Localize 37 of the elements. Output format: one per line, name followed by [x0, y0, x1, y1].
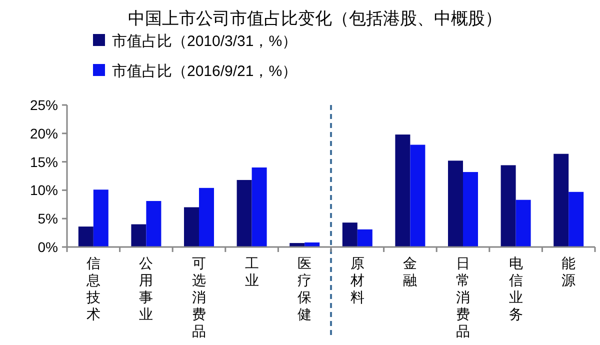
bar	[93, 190, 108, 247]
x-tick-label: 能源	[562, 256, 576, 289]
x-tick-label: 信息技术	[85, 256, 100, 323]
bar	[342, 222, 358, 247]
bar	[448, 160, 463, 247]
y-tick-label: 25%	[30, 97, 58, 113]
bar	[395, 134, 410, 247]
y-tick-label: 0%	[38, 239, 58, 255]
bar	[554, 154, 569, 247]
bar	[236, 180, 252, 247]
legend-label: 市值占比（2010/3/31，%）	[112, 33, 298, 50]
y-tick-label: 10%	[30, 182, 58, 198]
bar	[357, 229, 372, 247]
x-tick-label: 日常消费品	[456, 256, 470, 340]
bar	[516, 200, 531, 247]
bar	[410, 144, 426, 247]
bar	[184, 207, 199, 247]
x-tick-label: 可选消费品	[192, 256, 206, 340]
legend-label: 市值占比（2016/9/21，%）	[112, 63, 298, 80]
x-tick-label: 电信业务	[508, 256, 523, 323]
bar	[500, 165, 516, 247]
bar	[78, 226, 94, 247]
x-tick-label: 金融	[403, 256, 418, 289]
x-tick-label: 原材料	[349, 256, 364, 306]
chart-title: 中国上市公司市值占比变化（包括港股、中概股）	[128, 9, 502, 29]
y-tick-label: 15%	[30, 154, 58, 170]
bar	[463, 172, 478, 247]
x-tick-label: 医疗保健	[298, 256, 312, 323]
bar	[568, 192, 584, 247]
bar	[199, 188, 214, 247]
y-tick-label: 5%	[38, 210, 58, 227]
bar	[131, 224, 146, 247]
x-tick-label: 公用事业	[139, 256, 154, 323]
bar	[252, 167, 267, 247]
bar	[146, 200, 162, 247]
y-tick-label: 20%	[30, 125, 58, 142]
x-tick-label: 工业	[244, 256, 259, 289]
